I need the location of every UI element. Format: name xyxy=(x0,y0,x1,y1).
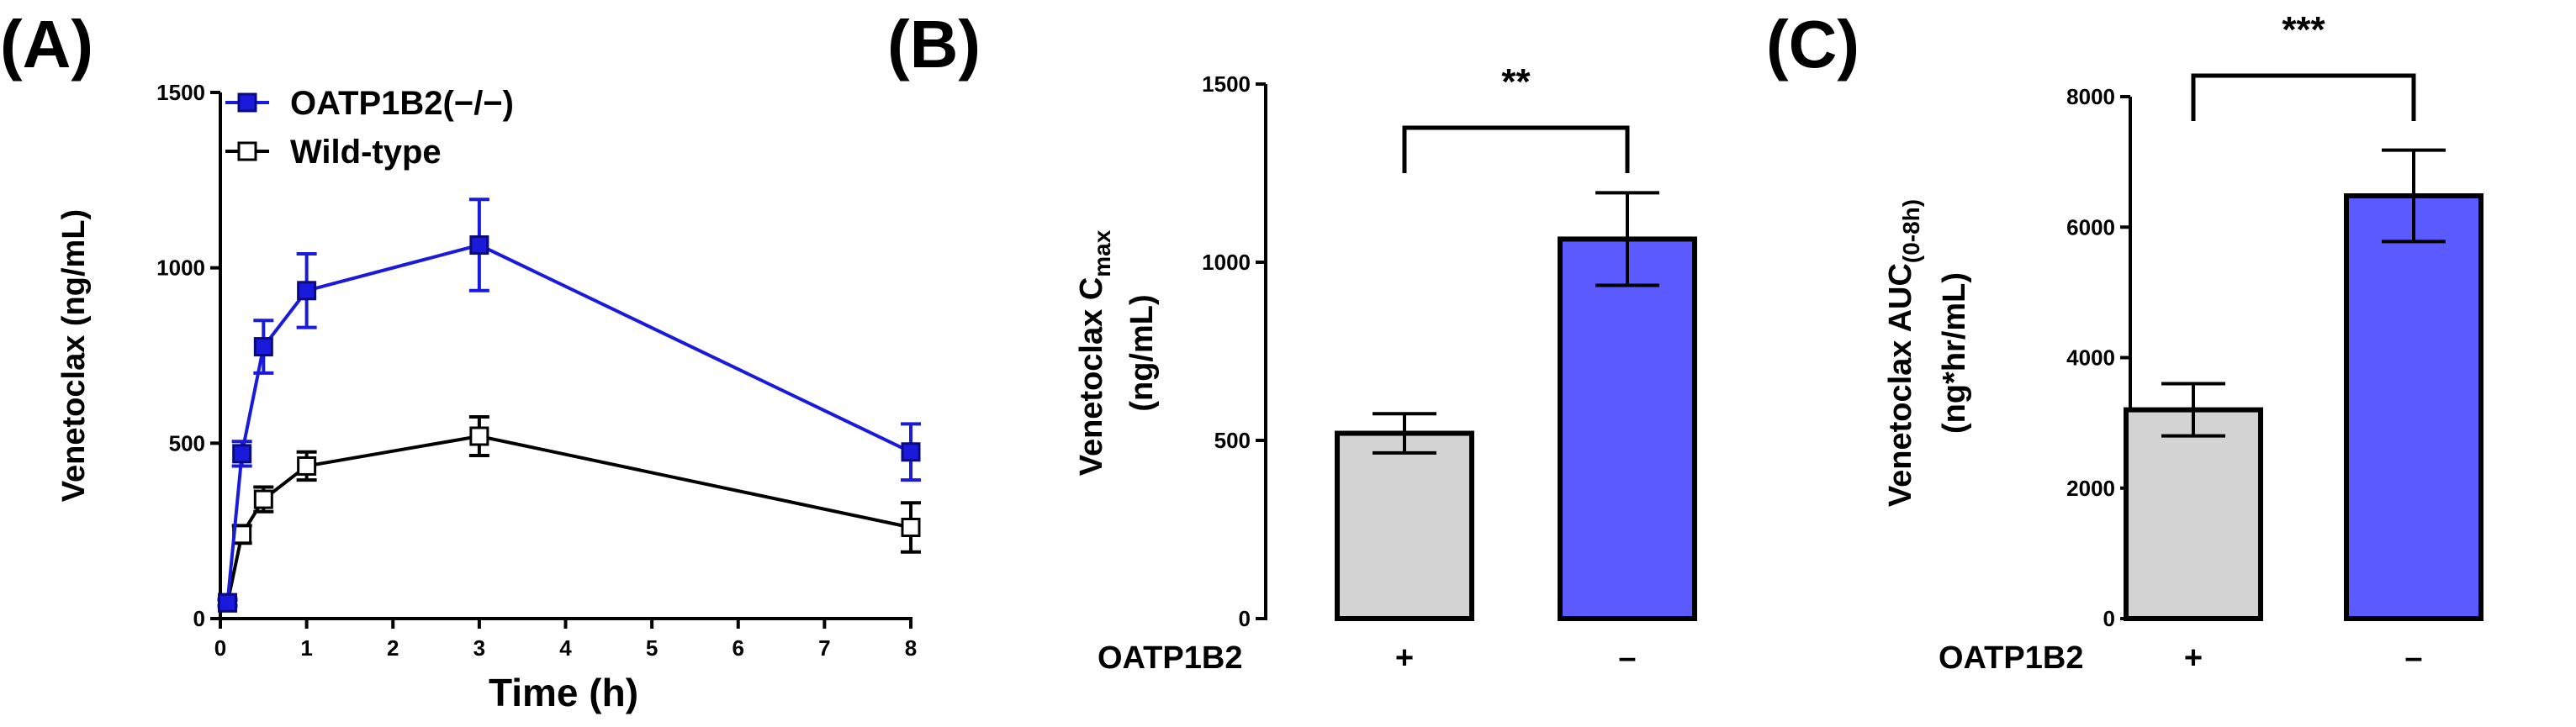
panel-c-label: (C) xyxy=(1766,7,1859,82)
data-point xyxy=(901,442,921,462)
x-tick-label: 6 xyxy=(733,635,744,661)
legend-marker-oatp xyxy=(237,92,257,113)
y-tick-label: 4000 xyxy=(2066,345,2115,371)
data-point xyxy=(469,235,489,256)
panel-a-ticks: 0 500 1000 1500 0 1 2 3 4 5 6 7 8 xyxy=(156,80,917,661)
panel-b-ylabel: Venetoclax Cmax (ng/mL) xyxy=(1074,229,1160,476)
panel-c-bars: + – *** xyxy=(2124,9,2483,676)
data-point xyxy=(218,593,238,613)
panel-c-bar-chart: (C) 0 2000 4000 6000 8000 + – *** Venetoclax A… xyxy=(1766,7,2483,676)
data-point xyxy=(253,337,273,357)
data-point xyxy=(297,456,317,476)
data-point xyxy=(901,517,921,537)
x-tick-label: 7 xyxy=(818,635,830,661)
panel-c-ylabel: Venetoclax AUC(0-8h) (ng*hr/mL) xyxy=(1883,199,1972,507)
x-tick-label: 3 xyxy=(473,635,485,661)
significance-bracket xyxy=(2191,73,2416,121)
panel-b-ylabel-text: Venetoclax C xyxy=(1074,277,1109,477)
panel-a-ylabel: Venetoclax (ng/mL) xyxy=(56,209,92,502)
panel-b-ylabel-sub: max xyxy=(1089,229,1115,277)
panel-c-ylabel-unit: (ng*hr/mL) xyxy=(1937,272,1972,434)
panel-b-ylabel-unit: (ng/mL) xyxy=(1124,294,1160,411)
legend-marker-wt xyxy=(237,141,257,161)
legend-label-oatp: OATP1B2(−/−) xyxy=(290,85,514,122)
significance-label: ** xyxy=(1501,61,1531,103)
panel-c-ticks: 0 2000 4000 6000 8000 xyxy=(2066,84,2130,631)
significance-label: *** xyxy=(2282,9,2325,50)
panel-a-series xyxy=(217,198,921,613)
panel-c-ylabel-sub: (0-8h) xyxy=(1898,199,1924,263)
y-tick-label: 1000 xyxy=(1202,250,1251,275)
y-tick-label: 8000 xyxy=(2066,84,2115,109)
category-label: + xyxy=(2184,640,2203,676)
y-tick-label: 500 xyxy=(1214,428,1251,453)
legend-label-wt: Wild-type xyxy=(290,134,442,171)
x-tick-label: 2 xyxy=(387,635,399,661)
panel-c-ylabel-text: Venetoclax AUC xyxy=(1883,263,1918,507)
data-point xyxy=(297,281,317,301)
y-tick-label: 1000 xyxy=(156,256,205,281)
panel-b-bars: + – ** xyxy=(1335,61,1697,676)
y-tick-label: 0 xyxy=(2103,606,2115,631)
y-tick-label: 1500 xyxy=(1202,71,1251,97)
x-tick-label: 4 xyxy=(559,635,572,661)
x-tick-label: 8 xyxy=(905,635,917,661)
panel-b-group-label: OATP1B2 xyxy=(1098,640,1242,676)
data-point xyxy=(232,444,252,464)
y-tick-label: 6000 xyxy=(2066,214,2115,240)
x-tick-label: 0 xyxy=(214,635,226,661)
category-label: + xyxy=(1395,640,1414,676)
panel-a-legend: OATP1B2(−/−) Wild-type xyxy=(225,85,514,171)
panel-b-ylabel-main: Venetoclax Cmax xyxy=(1074,229,1115,476)
bar xyxy=(1335,430,1474,622)
bar xyxy=(2124,407,2263,621)
panel-b-ticks: 0 500 1000 1500 xyxy=(1202,71,1266,631)
x-tick-label: 5 xyxy=(646,635,658,661)
panel-a-label: (A) xyxy=(0,7,93,82)
panel-a-line-chart: (A) 0 500 1000 1500 0 1 2 3 4 5 6 7 8 Venetoclax (ng… xyxy=(0,7,921,714)
y-tick-label: 1500 xyxy=(156,80,205,105)
series-line xyxy=(225,243,912,603)
y-tick-label: 2000 xyxy=(2066,476,2115,501)
y-tick-label: 0 xyxy=(1239,606,1251,631)
bar xyxy=(2344,192,2483,622)
bar xyxy=(1558,236,1697,621)
y-tick-label: 0 xyxy=(193,606,205,631)
panel-b-bar-chart: (B) 0 500 1000 1500 + – ** Venetoclax Cmax (n… xyxy=(887,7,1697,676)
significance-bracket xyxy=(1402,125,1630,173)
category-label: – xyxy=(2404,640,2422,676)
series-line xyxy=(225,434,912,603)
data-point xyxy=(253,489,273,509)
category-label: – xyxy=(1618,640,1636,676)
y-tick-label: 500 xyxy=(169,430,205,456)
panel-b-label: (B) xyxy=(887,7,981,82)
panel-c-ylabel-main: Venetoclax AUC(0-8h) xyxy=(1883,199,1924,507)
x-tick-label: 1 xyxy=(300,635,312,661)
panel-c-group-label: OATP1B2 xyxy=(1939,640,2083,676)
data-point xyxy=(469,426,489,446)
panel-a-axes xyxy=(219,92,912,620)
panel-a-xlabel: Time (h) xyxy=(489,671,638,714)
